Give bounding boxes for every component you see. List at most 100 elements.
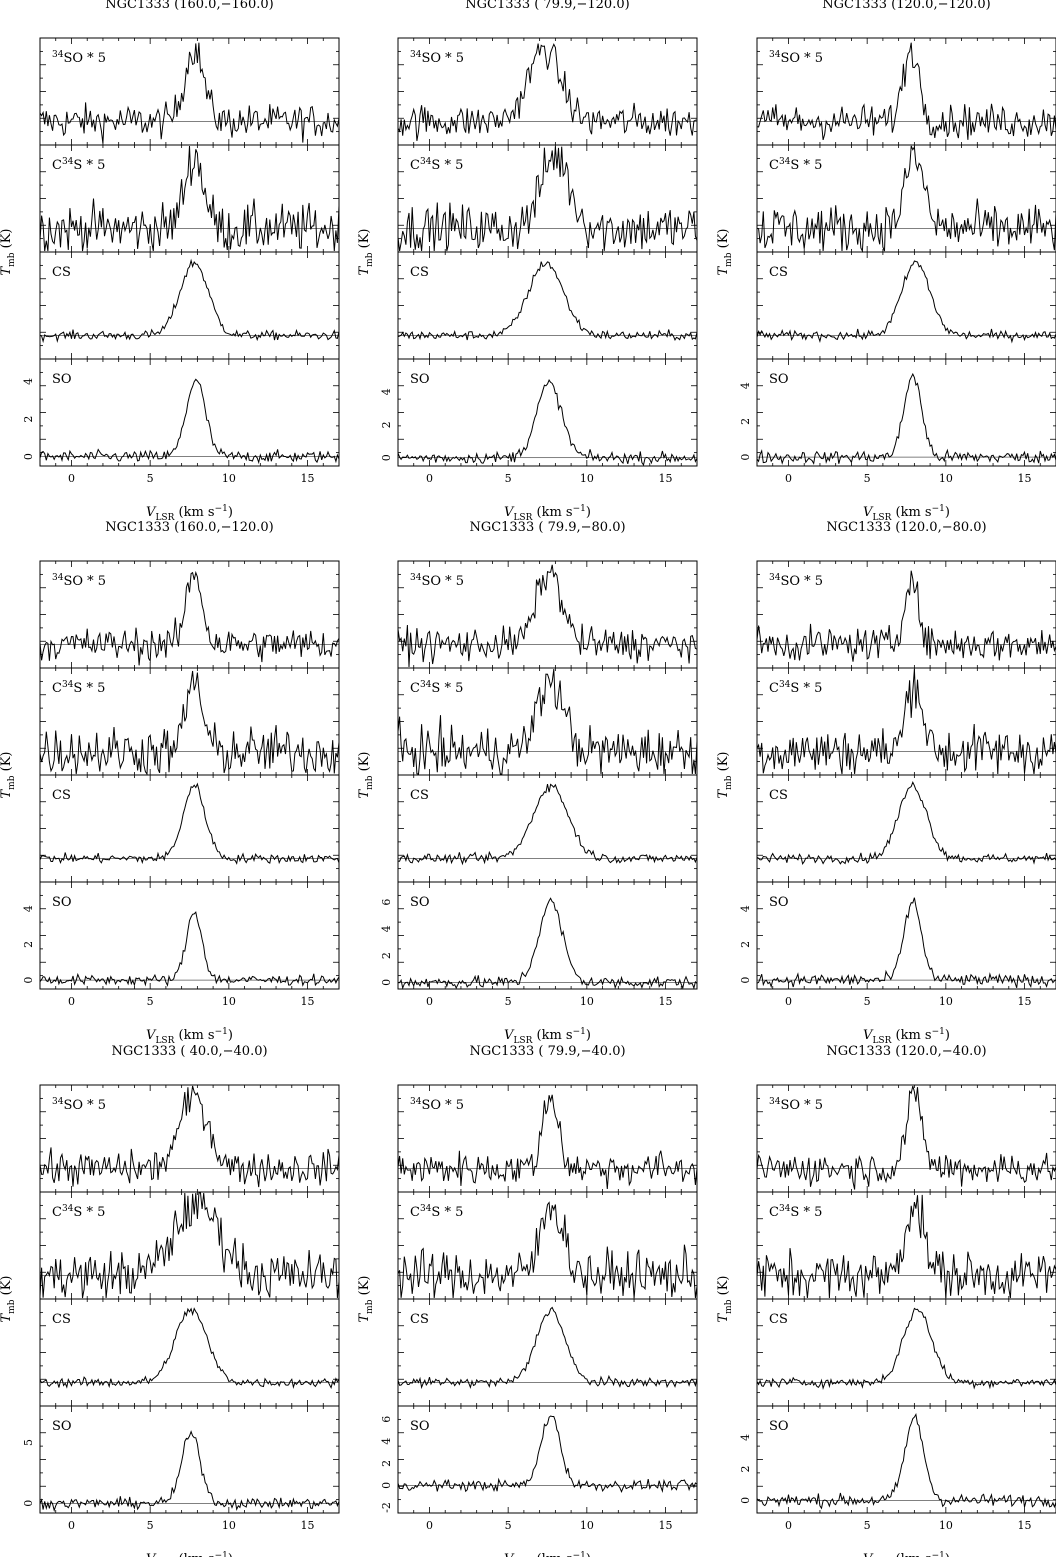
y-tick-label: 0 [22,453,35,460]
x-axis-label: VLSR (km s−1) [863,504,950,523]
line-label: 34SO * 5 [410,50,464,66]
y-tick-label: 0 [22,977,35,984]
panel-frame [397,774,698,883]
spectrum-line [756,1085,1056,1190]
x-tick-label: 0 [785,472,792,485]
x-axis-label: VLSR (km s−1) [146,504,233,523]
y-tick-label: 2 [739,941,752,948]
spectrum-line [39,1192,340,1299]
x-tick-label: 10 [939,995,953,1008]
x-tick-label: 10 [580,995,594,1008]
line-label: C34S * 5 [52,1204,105,1220]
x-tick-label: 0 [785,1519,792,1532]
x-axis-label: VLSR (km s−1) [146,1551,233,1557]
spectrum-line [397,564,698,668]
panel-frame [756,1405,1056,1514]
sub-panel: CS [39,774,340,883]
spectrum-figure: NGC1333 ( 79.9,−120.0) 34SO * 5 C34S * 5 CS… [357,0,698,523]
line-label: 34SO * 5 [769,573,823,589]
sub-panel: 0 2 4 SO [380,358,698,467]
spectrum-figure: NGC1333 (120.0,−120.0) 34SO * 5 C34S * 5 CS… [716,0,1056,523]
spectrum-line [756,372,1056,465]
figure-title: NGC1333 (160.0,−120.0) [105,520,274,535]
spectrum-line [39,1430,340,1513]
spectrum-line [397,379,698,467]
x-tick-label: 15 [659,472,673,485]
y-tick-label: 0 [380,454,393,461]
panel-frame [756,881,1056,990]
y-tick-label: 6 [380,1416,393,1423]
line-label: C34S * 5 [410,157,463,173]
y-tick-label: -2 [380,1502,393,1513]
spectrum-figure: NGC1333 ( 79.9,−40.0) 34SO * 5 C34S * 5 CS -… [357,1044,698,1557]
x-tick-label: 10 [222,472,236,485]
sub-panel: 0 2 4 SO [22,358,340,467]
spectrum-line [397,1201,698,1299]
sub-panel: 34SO * 5 [397,37,698,146]
line-label: 34SO * 5 [769,1097,823,1113]
sub-panel: C34S * 5 [756,1191,1056,1300]
spectrum-line [756,1307,1056,1390]
panel-frame [756,774,1056,883]
spectrum-figure: NGC1333 (160.0,−120.0) 34SO * 5 C34S * 5 CS… [0,520,340,1046]
figure-title: NGC1333 ( 79.9,−40.0) [469,1044,625,1059]
spectrum-line [39,145,340,252]
x-tick-label: 15 [1018,1519,1032,1532]
y-axis-label: Tmb (K) [716,229,734,276]
x-tick-label: 0 [785,995,792,1008]
panel-frame [39,774,340,883]
y-tick-label: 4 [739,382,752,389]
line-label: 34SO * 5 [410,1097,464,1113]
x-axis-label: VLSR (km s−1) [504,1551,591,1557]
spectrum-line [756,42,1056,141]
y-axis-label: Tmb (K) [357,1276,375,1323]
y-tick-label: 4 [22,905,35,912]
y-axis-label: Tmb (K) [716,1276,734,1323]
sub-panel: 0 5 SO [22,1405,340,1514]
sub-panel: C34S * 5 [39,1191,340,1300]
y-tick-label: 4 [739,905,752,912]
spectrum-line [756,781,1056,865]
panel-frame [397,881,698,990]
y-tick-label: 5 [22,1439,35,1446]
sub-panel: 34SO * 5 [397,1084,698,1193]
x-tick-label: 15 [301,995,315,1008]
line-label: CS [410,265,429,280]
y-axis-label: Tmb (K) [0,752,17,799]
panel-frame [39,251,340,360]
panel-frame [397,251,698,360]
line-label: C34S * 5 [52,157,105,173]
figure-title: NGC1333 ( 79.9,−80.0) [469,520,625,535]
panel-frame [397,358,698,467]
x-tick-label: 5 [505,1519,512,1532]
x-axis-label: VLSR (km s−1) [504,1027,591,1046]
panel-frame [756,358,1056,467]
sub-panel: CS [39,251,340,360]
x-tick-label: 0 [68,995,75,1008]
spectrum-line [397,668,698,775]
y-tick-label: 4 [380,388,393,395]
y-axis-label: Tmb (K) [0,1276,17,1323]
y-tick-label: 2 [380,421,393,428]
x-axis-label: VLSR (km s−1) [863,1551,950,1557]
spectrum-line [397,1094,698,1190]
figure-title: NGC1333 (160.0,−160.0) [105,0,274,12]
y-tick-label: 2 [739,418,752,425]
y-tick-label: 0 [739,454,752,461]
line-label: CS [410,1312,429,1327]
x-tick-label: 0 [426,472,433,485]
line-label: C34S * 5 [410,1204,463,1220]
spectrum-line [39,911,340,987]
line-label: C34S * 5 [769,680,822,696]
spectrum-line [397,43,698,141]
x-tick-label: 5 [147,1519,154,1532]
line-label: C34S * 5 [52,680,105,696]
x-tick-label: 5 [864,472,871,485]
x-axis-label: VLSR (km s−1) [863,1027,950,1046]
line-label: SO [410,1419,430,1434]
sub-panel: 0 2 4 SO [739,358,1056,467]
line-label: SO [769,895,789,910]
line-label: CS [769,265,788,280]
panel-frame [756,251,1056,360]
